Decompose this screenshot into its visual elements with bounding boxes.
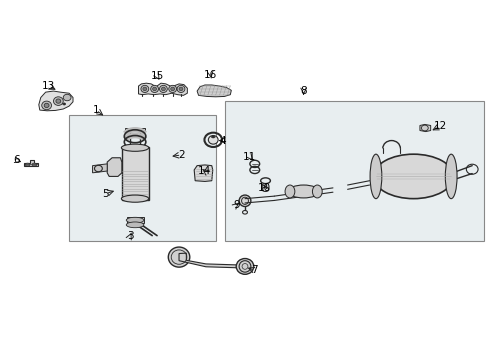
Polygon shape (420, 125, 431, 132)
Ellipse shape (171, 87, 174, 91)
Ellipse shape (53, 97, 63, 105)
FancyBboxPatch shape (69, 116, 216, 241)
Text: 1: 1 (93, 105, 99, 115)
Text: 10: 10 (258, 183, 271, 193)
Ellipse shape (151, 85, 159, 93)
FancyBboxPatch shape (225, 101, 485, 241)
Ellipse shape (32, 163, 37, 166)
Ellipse shape (122, 144, 149, 151)
Text: 5: 5 (102, 189, 109, 199)
Text: 4: 4 (220, 136, 226, 145)
Text: 15: 15 (150, 71, 164, 81)
Text: 7: 7 (251, 265, 258, 275)
Ellipse shape (177, 85, 185, 93)
Text: 3: 3 (127, 231, 133, 240)
Ellipse shape (153, 87, 157, 91)
Polygon shape (93, 164, 107, 173)
Polygon shape (179, 253, 240, 268)
Ellipse shape (44, 103, 49, 108)
FancyBboxPatch shape (127, 217, 144, 223)
Ellipse shape (42, 101, 51, 110)
Polygon shape (197, 85, 231, 97)
Ellipse shape (239, 195, 251, 207)
Ellipse shape (126, 217, 144, 223)
Ellipse shape (179, 87, 183, 91)
Ellipse shape (211, 136, 215, 138)
Text: 6: 6 (13, 155, 20, 165)
Text: 2: 2 (178, 150, 185, 160)
Ellipse shape (161, 87, 165, 91)
Ellipse shape (141, 85, 149, 93)
Ellipse shape (169, 85, 176, 93)
Polygon shape (194, 165, 213, 181)
Ellipse shape (445, 154, 457, 199)
Ellipse shape (208, 135, 218, 144)
FancyBboxPatch shape (125, 128, 145, 131)
FancyBboxPatch shape (122, 147, 149, 200)
Ellipse shape (56, 99, 61, 103)
Ellipse shape (373, 154, 454, 199)
Ellipse shape (63, 103, 66, 105)
Text: 14: 14 (198, 166, 212, 176)
Ellipse shape (25, 163, 30, 166)
Text: 13: 13 (42, 81, 55, 91)
Ellipse shape (168, 247, 190, 267)
Polygon shape (107, 158, 122, 176)
Ellipse shape (122, 195, 149, 202)
Text: 12: 12 (434, 121, 447, 131)
Ellipse shape (313, 185, 322, 198)
Ellipse shape (370, 154, 382, 199)
Ellipse shape (285, 185, 295, 198)
Ellipse shape (236, 258, 254, 274)
Ellipse shape (159, 85, 167, 93)
Polygon shape (39, 91, 73, 111)
Text: 11: 11 (243, 152, 256, 162)
Ellipse shape (288, 185, 319, 198)
Ellipse shape (63, 94, 71, 101)
Ellipse shape (143, 87, 147, 91)
Text: 8: 8 (300, 86, 307, 96)
Text: 16: 16 (204, 70, 218, 80)
Polygon shape (139, 83, 187, 95)
Ellipse shape (126, 222, 144, 228)
Polygon shape (24, 160, 38, 166)
Text: 9: 9 (233, 200, 240, 210)
